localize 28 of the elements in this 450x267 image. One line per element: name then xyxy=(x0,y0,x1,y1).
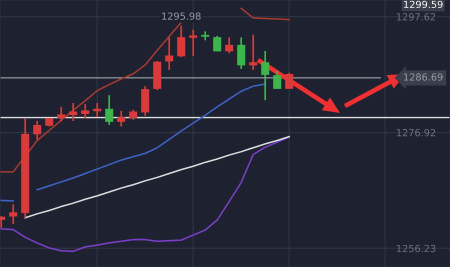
candlestick xyxy=(57,106,66,122)
candlestick xyxy=(81,103,90,119)
candlestick xyxy=(93,102,102,118)
candlestick xyxy=(237,36,246,70)
candlestick xyxy=(177,25,186,58)
candlestick xyxy=(117,110,126,128)
line-series xyxy=(24,136,290,219)
candlestick xyxy=(213,34,222,52)
candlestick xyxy=(129,108,138,121)
candlestick xyxy=(141,85,150,117)
text: 1299.59 xyxy=(404,0,443,8)
y-tick-label: 1276.92 xyxy=(396,129,436,136)
annotation: 1295.98 xyxy=(162,12,201,20)
y-tick-label: 1297.62 xyxy=(396,13,436,21)
candlestick xyxy=(105,94,114,126)
candlestick xyxy=(285,72,294,90)
line-series xyxy=(0,136,290,252)
candlestick xyxy=(165,36,174,71)
y-tick-label: 1256.23 xyxy=(396,244,436,252)
candlestick xyxy=(69,102,78,122)
candlestick xyxy=(273,70,282,90)
ref-line-label: 1286.69 xyxy=(404,73,443,81)
candlestick xyxy=(33,120,42,140)
candlestick xyxy=(9,203,18,225)
candlestick xyxy=(225,36,234,54)
candlestick xyxy=(261,50,270,102)
candlestick xyxy=(189,28,198,57)
candlestick xyxy=(249,34,258,71)
